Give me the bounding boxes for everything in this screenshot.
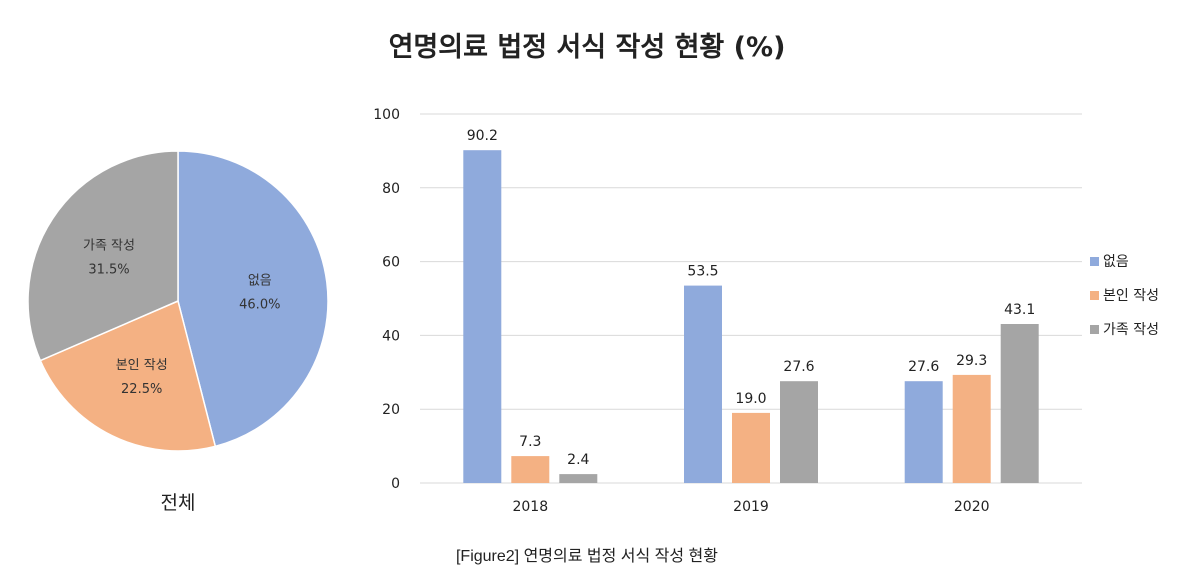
bar — [1000, 324, 1039, 483]
pie-slice-label: 가족 작성 — [83, 239, 135, 254]
legend-label: 본인 작성 — [1103, 288, 1159, 304]
bar-value-label: 90.2 — [467, 128, 498, 144]
bar-value-label: 43.1 — [1004, 302, 1035, 318]
y-tick-label: 0 — [391, 476, 400, 492]
bar-value-label: 27.6 — [783, 359, 814, 375]
y-tick-label: 80 — [382, 181, 400, 197]
pie-slice-value: 31.5% — [88, 263, 129, 278]
pie-slice-2 — [39, 299, 217, 452]
x-tick-label: 2019 — [733, 499, 769, 515]
pie-slice-value: 22.5% — [121, 382, 162, 397]
legend-swatch — [1090, 257, 1099, 266]
legend-label: 가족 작성 — [1103, 322, 1159, 338]
bar — [732, 412, 770, 483]
pie-chart: 없음 46.0% 본인 작성 22.5% 가족 작성 31.5% — [27, 150, 329, 452]
bar-value-label: 53.5 — [687, 264, 718, 280]
x-tick-label: 2020 — [954, 499, 990, 515]
y-tick-label: 20 — [382, 402, 400, 418]
figure-caption: [Figure2] 연명의료 법정 서식 작성 현황 — [456, 547, 718, 565]
bar — [463, 150, 502, 483]
bar-value-label: 7.3 — [519, 434, 541, 450]
bar-value-label: 2.4 — [567, 452, 589, 468]
pie-slice-1 — [177, 150, 329, 448]
pie-slice-3 — [27, 150, 179, 362]
bar-chart: 0 20 40 60 80 100 90.2 7.3 2.4 2018 53.5 19.0 27.6 20… — [373, 107, 1082, 515]
legend-swatch — [1090, 291, 1099, 300]
chart-title: 연명의료 법정 서식 작성 현황 (%) — [389, 32, 786, 63]
pie-caption: 전체 — [161, 492, 196, 514]
y-tick-label: 60 — [382, 255, 400, 271]
bar — [684, 285, 722, 483]
pie-slice-value: 46.0% — [239, 298, 280, 313]
legend-label: 없음 — [1103, 254, 1129, 270]
y-tick-label: 40 — [382, 328, 400, 344]
bar — [780, 381, 818, 483]
bar-value-label: 29.3 — [956, 353, 987, 369]
pie-slice-label: 본인 작성 — [116, 358, 168, 373]
x-tick-label: 2018 — [512, 499, 548, 515]
bar — [952, 374, 991, 483]
bar-value-label: 27.6 — [908, 359, 939, 375]
bar — [511, 456, 550, 483]
y-tick-label: 100 — [373, 107, 400, 123]
bar — [559, 474, 598, 483]
bar — [904, 381, 943, 483]
bar-value-label: 19.0 — [735, 391, 766, 407]
pie-slice-label: 없음 — [248, 274, 272, 289]
legend-swatch — [1090, 325, 1099, 334]
